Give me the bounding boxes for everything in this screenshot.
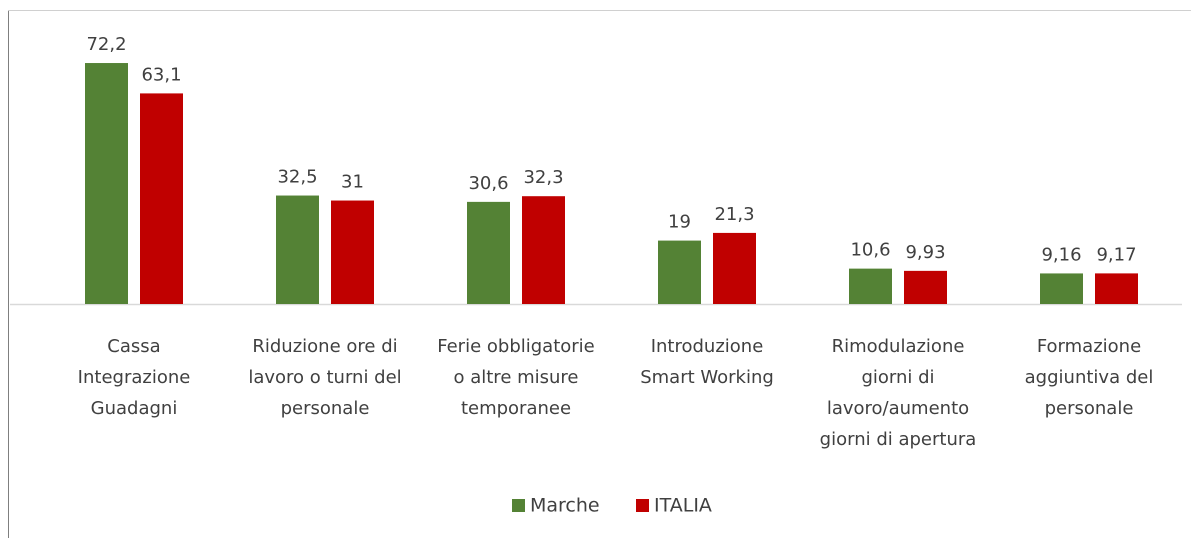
data-label: 10,6	[850, 240, 890, 261]
bar	[140, 93, 183, 304]
x-tick-label: temporanee	[461, 398, 571, 419]
data-label: 32,3	[523, 167, 563, 188]
x-tick-label: giorni di apertura	[820, 429, 977, 450]
data-label: 9,16	[1041, 244, 1081, 265]
data-label: 9,93	[905, 242, 945, 263]
legend-swatch	[512, 499, 525, 512]
x-tick-label: Cassa	[107, 336, 160, 357]
bar	[85, 63, 128, 304]
x-tick-label: o altre misure	[453, 367, 578, 388]
legend-swatch	[636, 499, 649, 512]
x-tick-label: lavoro/aumento	[827, 398, 969, 419]
x-tick-label: giorni di	[861, 367, 934, 388]
bar	[658, 240, 701, 304]
bar	[522, 196, 565, 304]
bar	[276, 195, 319, 304]
x-tick-label: Formazione	[1037, 336, 1141, 357]
bar	[849, 268, 892, 304]
bar	[331, 200, 374, 304]
x-tick-label: Rimodulazione	[832, 336, 965, 357]
legend-label: ITALIA	[654, 495, 712, 517]
data-label: 32,5	[277, 167, 317, 188]
data-label: 63,1	[141, 64, 181, 85]
x-tick-label: personale	[1045, 398, 1134, 419]
bar	[713, 232, 756, 304]
x-tick-label: Integrazione	[78, 367, 191, 388]
data-label: 30,6	[468, 173, 508, 194]
data-label: 19	[668, 212, 691, 233]
x-tick-label: Introduzione	[651, 336, 764, 357]
data-label: 72,2	[86, 34, 126, 55]
data-label: 9,17	[1096, 244, 1136, 265]
bar	[904, 270, 947, 304]
legend-label: Marche	[530, 495, 600, 517]
x-tick-label: aggiuntiva del	[1025, 367, 1154, 388]
bar	[467, 201, 510, 304]
x-tick-label: Riduzione ore di	[252, 336, 397, 357]
x-tick-label: personale	[281, 398, 370, 419]
data-label: 21,3	[714, 204, 754, 225]
x-tick-label: Ferie obbligatorie	[437, 336, 595, 357]
x-tick-label: lavoro o turni del	[248, 367, 401, 388]
x-tick-label: Smart Working	[640, 367, 774, 388]
bar	[1095, 273, 1138, 304]
x-tick-label: Guadagni	[91, 398, 178, 419]
bar	[1040, 273, 1083, 304]
data-label: 31	[341, 172, 364, 193]
